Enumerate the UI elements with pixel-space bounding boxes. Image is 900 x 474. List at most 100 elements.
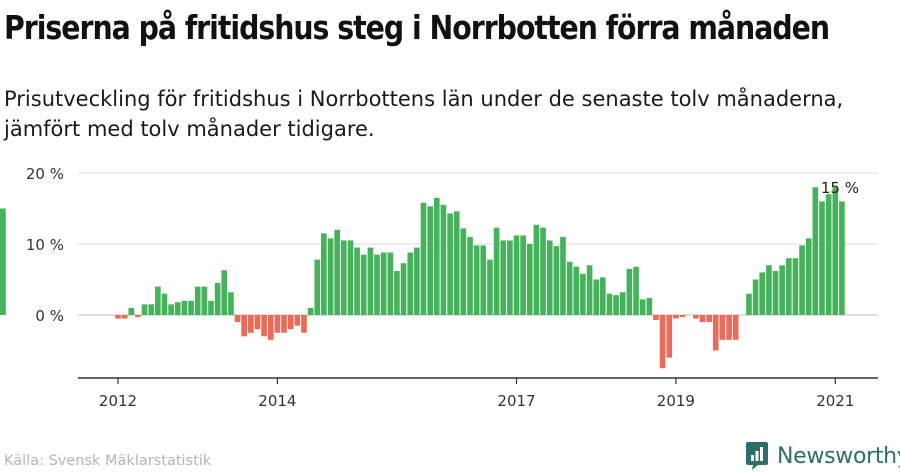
bar bbox=[560, 236, 566, 315]
bar bbox=[606, 293, 613, 315]
source-note: Källa: Svensk Mäklarstatistik bbox=[4, 453, 212, 469]
bar bbox=[487, 259, 493, 315]
bar bbox=[639, 299, 646, 315]
bar bbox=[825, 194, 832, 315]
bar bbox=[427, 206, 433, 315]
bar bbox=[148, 304, 155, 315]
bar bbox=[155, 286, 161, 315]
bar bbox=[507, 240, 513, 315]
bar bbox=[188, 300, 194, 315]
bar bbox=[732, 315, 739, 340]
bar bbox=[234, 315, 241, 323]
bar bbox=[819, 201, 825, 315]
bar-series bbox=[0, 187, 845, 369]
bar bbox=[566, 261, 573, 315]
bar bbox=[141, 304, 148, 315]
bar bbox=[712, 315, 719, 351]
bar bbox=[135, 315, 141, 318]
bar bbox=[460, 228, 467, 315]
bar bbox=[440, 204, 447, 315]
bar bbox=[513, 235, 520, 315]
x-tick-label: 2012 bbox=[99, 392, 137, 410]
bar bbox=[387, 252, 394, 315]
bar bbox=[693, 315, 699, 319]
bar bbox=[666, 315, 673, 358]
bar bbox=[241, 315, 247, 337]
bar bbox=[520, 235, 526, 315]
bar bbox=[287, 315, 294, 330]
bar bbox=[174, 302, 181, 315]
bar bbox=[201, 286, 208, 315]
bar bbox=[573, 266, 580, 315]
bar bbox=[360, 254, 367, 315]
bar bbox=[228, 292, 234, 315]
bar bbox=[839, 201, 845, 315]
bar bbox=[526, 244, 533, 315]
bar bbox=[799, 245, 805, 315]
bar bbox=[321, 233, 327, 315]
y-axis-labels: 0 % 10 % 20 % bbox=[26, 165, 64, 325]
bar bbox=[281, 315, 287, 333]
bar bbox=[493, 227, 500, 315]
bar bbox=[115, 315, 121, 319]
value-annotation: 15 % bbox=[821, 179, 859, 197]
bar bbox=[533, 224, 540, 315]
bar bbox=[619, 292, 626, 315]
bar bbox=[221, 270, 228, 315]
y-tick-label: 10 % bbox=[26, 236, 64, 254]
bar bbox=[546, 240, 553, 315]
bar bbox=[380, 252, 387, 315]
bar bbox=[586, 265, 593, 315]
bar bbox=[261, 315, 267, 337]
bar bbox=[766, 265, 772, 315]
bar bbox=[473, 245, 480, 315]
bar bbox=[447, 213, 453, 315]
bar bbox=[500, 240, 507, 315]
bar bbox=[706, 315, 712, 323]
bar bbox=[779, 265, 785, 315]
bar bbox=[347, 240, 354, 315]
annotations: 15 % bbox=[821, 179, 859, 197]
bar bbox=[161, 293, 168, 315]
bar bbox=[433, 197, 440, 315]
bar bbox=[593, 279, 600, 315]
bar bbox=[374, 254, 380, 315]
bar bbox=[792, 258, 799, 315]
bar bbox=[453, 211, 460, 315]
bar bbox=[314, 259, 321, 315]
bar bbox=[553, 246, 560, 315]
bar bbox=[274, 315, 281, 333]
bar bbox=[168, 304, 174, 315]
bar bbox=[699, 315, 706, 323]
bar bbox=[181, 300, 188, 315]
bar bbox=[480, 245, 487, 315]
bar bbox=[367, 247, 374, 315]
bar bbox=[832, 187, 839, 315]
bar bbox=[726, 315, 732, 340]
x-tick-label: 2019 bbox=[657, 392, 695, 410]
bar bbox=[400, 263, 407, 315]
bar bbox=[248, 315, 254, 333]
bar bbox=[613, 295, 619, 315]
y-tick-label: 0 % bbox=[35, 307, 64, 325]
bar bbox=[354, 247, 360, 315]
bar bbox=[759, 272, 766, 315]
bar bbox=[327, 238, 334, 315]
bar bbox=[340, 240, 347, 315]
brand-name: Newsworthy bbox=[777, 443, 900, 469]
bar bbox=[580, 273, 586, 315]
bar bbox=[626, 268, 633, 315]
bar bbox=[679, 315, 686, 318]
bar bbox=[307, 307, 314, 315]
x-tick-label: 2014 bbox=[258, 392, 296, 410]
bar bbox=[772, 270, 779, 315]
bar bbox=[294, 315, 301, 326]
bar bbox=[805, 238, 812, 315]
bar bbox=[0, 208, 6, 315]
bar bbox=[659, 315, 666, 369]
bar bbox=[752, 279, 759, 315]
newsworthy-logo-icon bbox=[746, 442, 768, 470]
x-tick-label: 2021 bbox=[816, 392, 854, 410]
bar bbox=[633, 266, 639, 315]
